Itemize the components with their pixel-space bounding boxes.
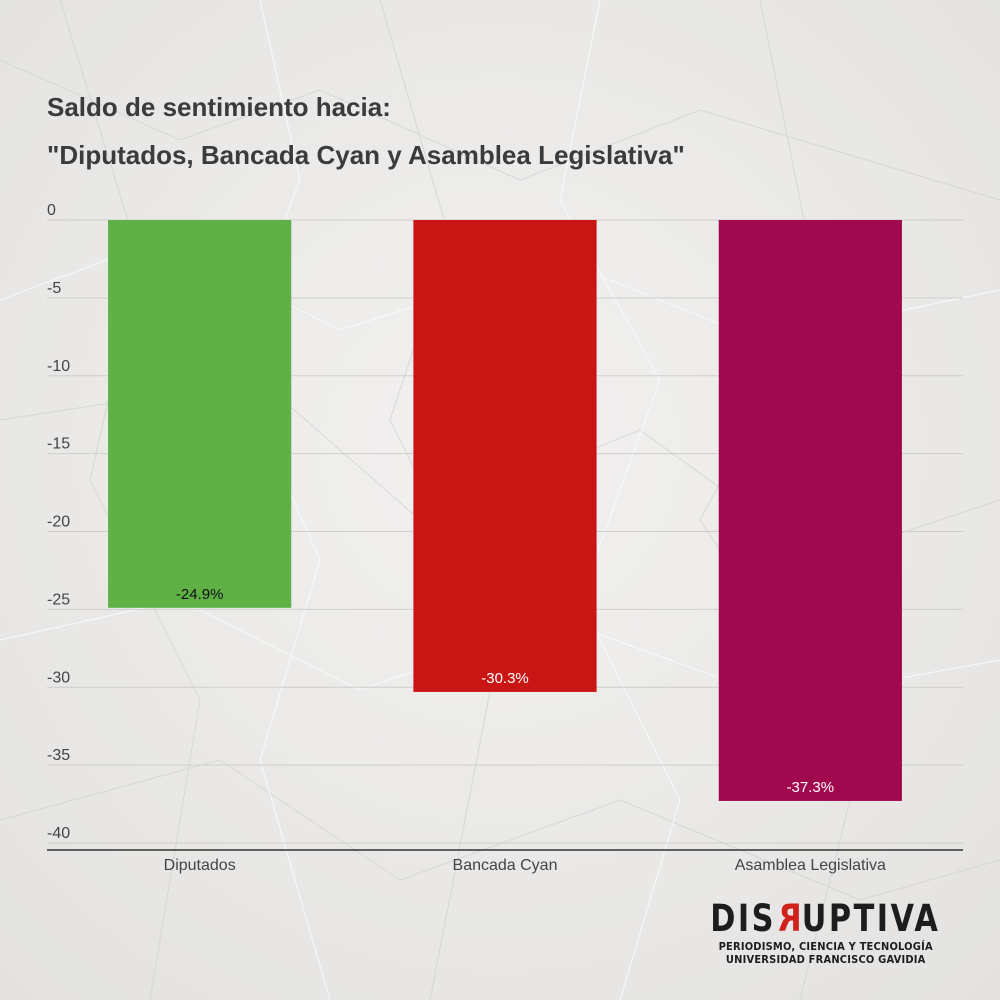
logo-brand-r: R	[776, 897, 803, 940]
x-tick-label: Bancada Cyan	[453, 857, 558, 874]
bar	[718, 220, 902, 801]
y-tick-label: -30	[47, 669, 70, 686]
logo-wordmark: DISRUPTIVA	[710, 897, 941, 940]
y-tick-label: 0	[47, 202, 56, 219]
logo-brand-right: UPTIVA	[802, 897, 941, 940]
data-label: -24.9%	[176, 586, 224, 603]
y-tick-label: -20	[47, 514, 70, 531]
chart-title-line-1: Saldo de sentimiento hacia:	[47, 92, 391, 122]
y-tick-label: -35	[47, 747, 70, 764]
logo-tagline-1: PERIODISMO, CIENCIA Y TECNOLOGÍA	[718, 940, 933, 953]
y-tick-label: -40	[47, 825, 70, 842]
y-tick-label: -15	[47, 436, 70, 453]
logo-tagline-2: UNIVERSIDAD FRANCISCO GAVIDIA	[725, 953, 926, 966]
disruptiva-logo: DISRUPTIVA PERIODISMO, CIENCIA Y TECNOLO…	[685, 897, 966, 966]
x-tick-label: Diputados	[164, 857, 236, 874]
x-tick-label: Asamblea Legislativa	[735, 857, 886, 874]
y-tick-label: -5	[47, 280, 61, 297]
y-tick-label: -25	[47, 591, 70, 608]
logo-brand-left: DIS	[710, 897, 777, 940]
data-label: -30.3%	[481, 670, 529, 687]
bar	[108, 220, 292, 608]
bar	[413, 220, 597, 692]
chart-title-line-2: "Diputados, Bancada Cyan y Asamblea Legi…	[47, 140, 685, 170]
data-label: -37.3%	[787, 779, 835, 796]
y-tick-label: -10	[47, 358, 70, 375]
